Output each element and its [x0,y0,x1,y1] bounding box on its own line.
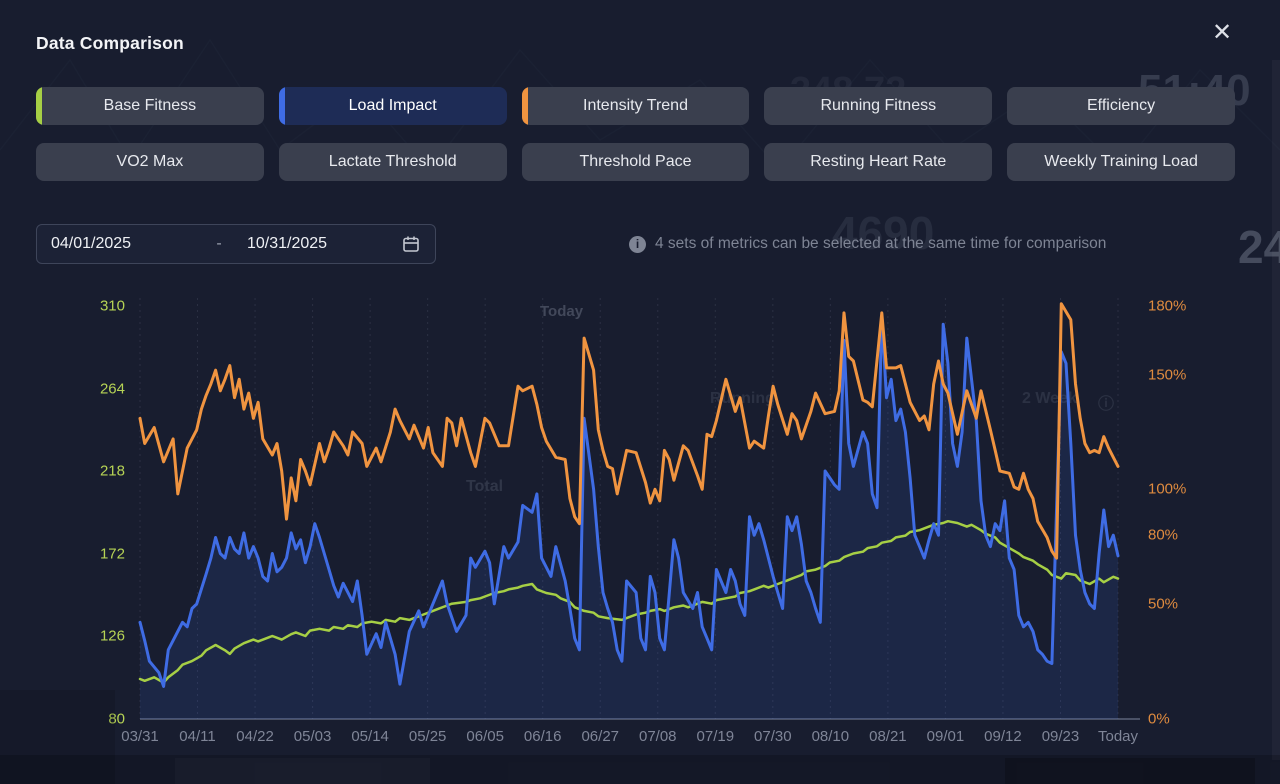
info-note-text: 4 sets of metrics can be selected at the… [655,235,1107,252]
date-range-separator: - [216,235,222,252]
underlying-corner-block [0,690,115,784]
underlying-bottom-bar [0,755,1280,784]
calendar-icon[interactable] [401,234,421,254]
metric-button-label: Intensity Trend [583,97,688,114]
metric-button-label: Load Impact [348,97,437,114]
metric-button-base-fitness[interactable]: Base Fitness [36,87,264,125]
metric-button-load-impact[interactable]: Load Impact [278,87,507,125]
metric-button-label: VO2 Max [116,153,184,170]
metric-button-label: Efficiency [1086,97,1156,114]
underlying-page-edge [1272,60,1280,760]
metric-button-efficiency[interactable]: Efficiency [1007,87,1235,125]
metric-accent-bar [278,87,285,125]
metric-button-row: VO2 Max Lactate Threshold Threshold Pace Re… [36,143,1235,181]
metric-button-label: Weekly Training Load [1044,153,1198,170]
page-title: Data Comparison [36,32,184,53]
metric-button-label: Threshold Pace [579,153,692,170]
metric-button-threshold-pace[interactable]: Threshold Pace [521,143,750,181]
info-icon: i [629,235,646,253]
metric-accent-bar [36,87,42,125]
metric-button-intensity-trend[interactable]: Intensity Trend [521,87,750,125]
series-line-load-impact [138,313,1120,688]
close-button[interactable]: ✕ [1204,16,1240,50]
series-line-base-fitness [138,519,1120,684]
close-icon: ✕ [1211,19,1233,46]
metric-button-group: Base Fitness Load Impact Intensity Trend Ru… [36,87,1235,181]
series-area-load-impact [140,315,1118,719]
underlying-bottom-block [175,758,430,784]
metric-button-label: Base Fitness [103,97,197,114]
start-date-value[interactable]: 04/01/2025 [51,235,132,252]
info-note: i 4 sets of metrics can be selected at t… [629,224,1106,264]
metric-button-resting-heart-rate[interactable]: Resting Heart Rate [764,143,993,181]
metric-button-label: Lactate Threshold [328,153,457,170]
metric-button-label: Resting Heart Rate [810,153,947,170]
metric-button-vo2-max[interactable]: VO2 Max [36,143,264,181]
metric-accent-bar [521,87,528,125]
metric-button-lactate-threshold[interactable]: Lactate Threshold [278,143,507,181]
metric-button-weekly-training-load[interactable]: Weekly Training Load [1007,143,1235,181]
series-line-intensity-trend [138,302,1120,560]
metric-button-running-fitness[interactable]: Running Fitness [764,87,993,125]
underlying-bottom-block [1005,758,1255,784]
end-date-value[interactable]: 10/31/2025 [247,235,328,252]
metric-button-label: Running Fitness [820,97,937,114]
metric-button-row: Base Fitness Load Impact Intensity Trend Ru… [36,87,1235,125]
gridlines [139,298,1119,719]
date-range-picker[interactable]: 04/01/2025 - 10/31/2025 [36,224,436,264]
